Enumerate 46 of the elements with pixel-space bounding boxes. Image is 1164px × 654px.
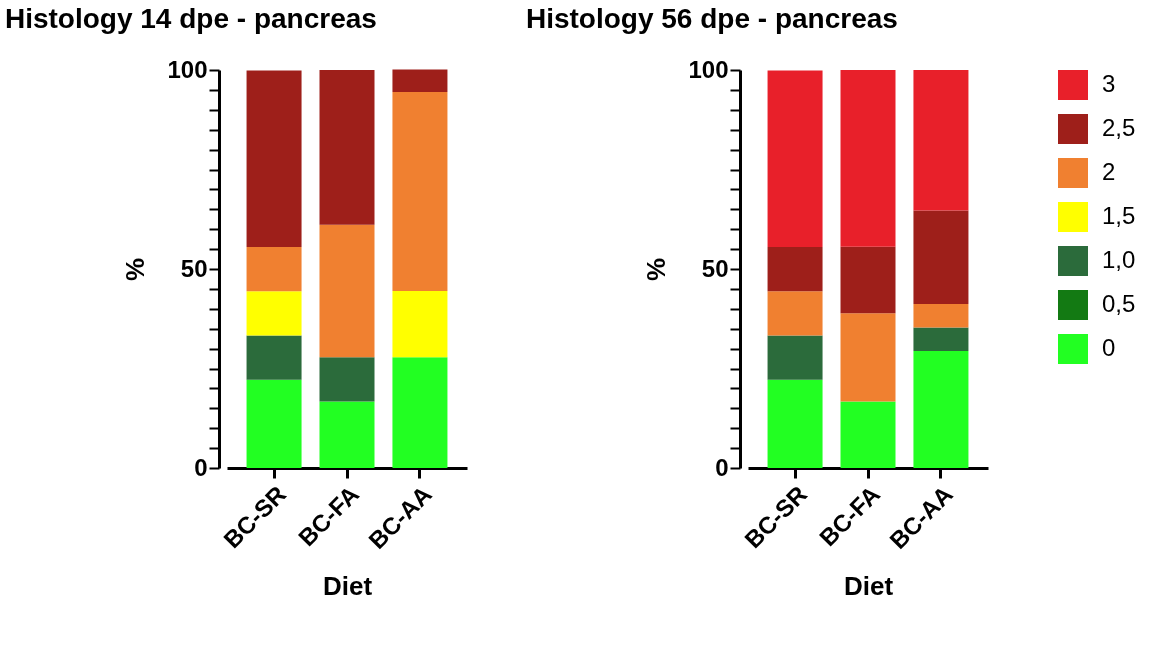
y-axis-title: % (641, 257, 672, 282)
legend-label: 2,5 (1102, 114, 1136, 141)
bar (840, 313, 896, 402)
bar (392, 290, 448, 358)
bar (913, 327, 969, 351)
bar (246, 335, 302, 380)
bar (319, 401, 375, 468)
x-axis-title: Diet (843, 571, 894, 602)
bar (913, 304, 969, 328)
legend-label: 0,5 (1102, 290, 1136, 317)
y-axis-title: % (120, 257, 151, 282)
bar (767, 70, 823, 248)
bar (913, 70, 969, 211)
y-tick-label: 50 (180, 254, 208, 282)
bar (392, 69, 448, 92)
bar (319, 70, 375, 225)
legend-label: 1,0 (1102, 246, 1136, 273)
chart-title: Histology 14 dpe - pancreas (4, 3, 377, 34)
bar (913, 350, 969, 468)
bar (840, 70, 896, 247)
x-axis-title: Diet (322, 571, 373, 602)
bar (913, 210, 969, 305)
y-tick-label: 0 (194, 453, 208, 481)
legend-label: 3 (1102, 70, 1116, 97)
y-tick-label: 100 (688, 55, 729, 83)
bar (319, 357, 375, 402)
bar (246, 291, 302, 336)
bar (246, 70, 302, 248)
chart-title: Histology 56 dpe - pancreas (525, 3, 898, 34)
bar (319, 224, 375, 358)
y-tick-label: 50 (701, 254, 729, 282)
bar (767, 379, 823, 468)
legend-label: 2 (1102, 158, 1116, 185)
bar (840, 401, 896, 468)
bar (246, 247, 302, 292)
bar (246, 379, 302, 468)
bar (392, 91, 448, 291)
legend-label: 1,5 (1102, 202, 1136, 229)
legend-label: 0 (1102, 334, 1116, 361)
y-tick-label: 100 (167, 55, 208, 83)
bar (767, 291, 823, 336)
bar (840, 246, 896, 314)
y-tick-label: 0 (715, 453, 729, 481)
bar (767, 247, 823, 292)
bar (392, 357, 448, 468)
bar (767, 335, 823, 380)
